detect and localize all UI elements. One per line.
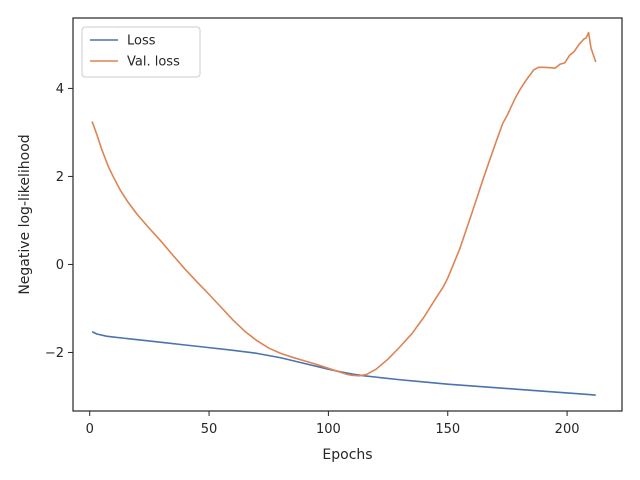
legend-label: Val. loss <box>127 55 180 70</box>
plot-frame <box>72 17 623 412</box>
legend: Loss Val. loss <box>81 26 201 78</box>
series-layer <box>91 31 597 396</box>
ticks-layer: 0 50 100 150 200 −2 0 2 4 <box>45 82 580 437</box>
x-tick-label: 100 <box>316 422 341 437</box>
y-tick-label: −2 <box>45 346 64 361</box>
y-tick-label: 4 <box>56 82 64 97</box>
x-tick-label: 50 <box>201 422 218 437</box>
x-axis-label: Epochs <box>322 447 372 463</box>
y-tick-label: 0 <box>56 258 64 273</box>
y-tick-label: 2 <box>56 170 64 185</box>
x-tick-label: 200 <box>555 422 580 437</box>
y-axis-label: Negative log-likelihood <box>17 134 33 294</box>
legend-label: Loss <box>127 34 156 49</box>
x-tick-label: 150 <box>435 422 460 437</box>
x-tick-label: 0 <box>86 422 94 437</box>
series-line-2 <box>91 31 597 377</box>
